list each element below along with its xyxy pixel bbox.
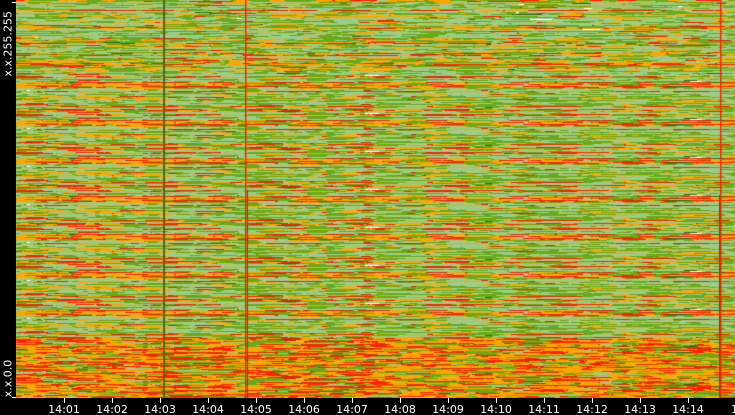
x-tick	[64, 398, 65, 403]
x-tick	[112, 398, 113, 403]
x-tick	[688, 398, 689, 403]
x-tick-label: 14:09	[432, 403, 464, 415]
x-tick-label: 14	[731, 403, 735, 415]
x-tick-label: 14:10	[480, 403, 512, 415]
x-tick	[496, 398, 497, 403]
y-tick-bottom	[12, 397, 16, 398]
x-tick-label: 14:13	[624, 403, 656, 415]
x-tick	[640, 398, 641, 403]
y-tick-top	[12, 2, 16, 3]
x-tick	[208, 398, 209, 403]
x-tick-label: 14:12	[576, 403, 608, 415]
x-tick	[256, 398, 257, 403]
x-tick-label: 14:02	[96, 403, 128, 415]
y-tick-label-top: x.x.255.255	[1, 10, 15, 77]
x-tick-label: 14:07	[336, 403, 368, 415]
x-tick-label: 14:03	[144, 403, 176, 415]
x-tick	[352, 398, 353, 403]
x-tick-label: 14:08	[384, 403, 416, 415]
x-tick-label: 14:14	[672, 403, 704, 415]
x-tick-label: 14:01	[48, 403, 80, 415]
x-tick	[160, 398, 161, 403]
y-tick-label-bottom: x.x.0.0	[1, 359, 15, 398]
x-tick	[400, 398, 401, 403]
x-tick	[592, 398, 593, 403]
x-tick-label: 14:11	[528, 403, 560, 415]
x-tick-label: 14:05	[240, 403, 272, 415]
x-tick-label: 14:06	[288, 403, 320, 415]
x-tick	[448, 398, 449, 403]
x-tick	[544, 398, 545, 403]
heatmap-plot-area	[16, 0, 735, 398]
x-tick	[304, 398, 305, 403]
x-tick-label: 14:04	[192, 403, 224, 415]
